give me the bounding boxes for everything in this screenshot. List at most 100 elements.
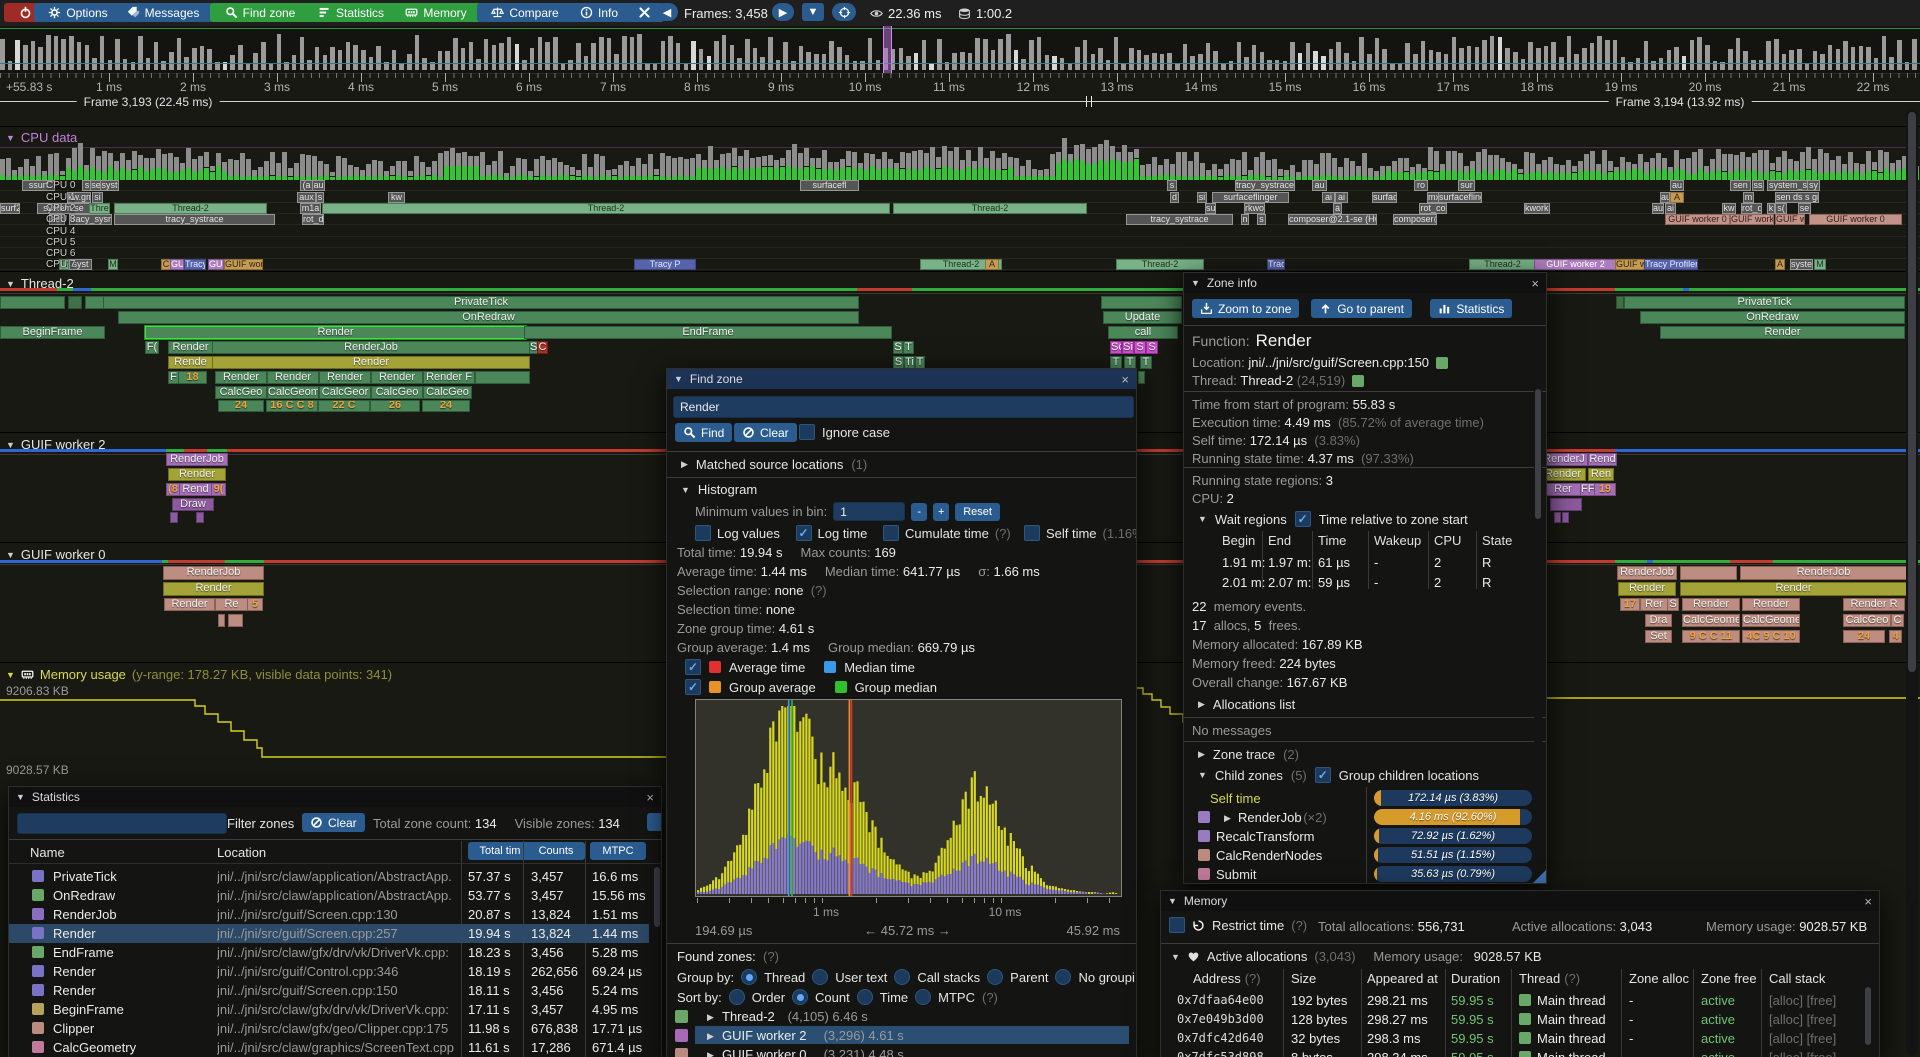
time-relative-checkbox[interactable]: ✓: [1294, 511, 1311, 527]
timeline-zone[interactable]: [68, 296, 82, 309]
child-zone-row[interactable]: Self time 172.14 µs (3.83%): [1184, 789, 1546, 808]
cumulate-time-checkbox[interactable]: [883, 525, 900, 541]
cpu-zone[interactable]: ai: [1665, 203, 1676, 214]
group-by-no-groupi[interactable]: [1055, 969, 1072, 985]
timeline-zone[interactable]: Render: [163, 582, 264, 596]
cpu-data-header[interactable]: ▼ CPU data: [6, 130, 77, 145]
options-button[interactable]: Options: [34, 3, 122, 22]
messages-button[interactable]: Messages: [112, 3, 214, 22]
thread-header-guif-worker-0[interactable]: ▼ GUIF worker 0: [6, 547, 105, 562]
cpu-zone[interactable]: ro: [1414, 180, 1428, 191]
zone-info-scrollbar[interactable]: [1534, 327, 1542, 875]
expander-icon[interactable]: ▶: [1224, 813, 1231, 823]
find-zone-titlebar[interactable]: ▼ Find zone ×: [667, 369, 1136, 389]
collapse-icon[interactable]: ▼: [6, 549, 15, 560]
timeline-zone[interactable]: [1554, 512, 1561, 523]
timeline-zone[interactable]: [1101, 296, 1182, 309]
zone-info-titlebar[interactable]: ▼ Zone info ×: [1184, 273, 1546, 293]
timeline-zone[interactable]: CalcGeome: [267, 386, 319, 399]
cpu-zone[interactable]: surfacefl: [800, 180, 859, 191]
cpu-zone[interactable]: ai: [1335, 192, 1348, 203]
timeline-zone[interactable]: CalcGeor: [319, 386, 371, 399]
timeline-zone[interactable]: Render: [267, 371, 319, 384]
timeline-zone[interactable]: T: [1140, 356, 1152, 369]
timeline-zone[interactable]: PrivateTick: [103, 296, 859, 309]
zone-group-row[interactable]: ▶ Thread-2 (4,105) 6.46 s: [667, 1007, 1136, 1026]
timeline-zone[interactable]: 22 C: [318, 400, 370, 412]
reset-button[interactable]: Reset: [955, 502, 1000, 521]
timeline-zone[interactable]: OnRedraw: [1640, 311, 1905, 324]
child-zone-row[interactable]: ▶ RenderJob (×2) 4.16 ms (92.60%): [1184, 808, 1546, 827]
column-label[interactable]: Thread: [1519, 971, 1561, 986]
cpu-zone[interactable]: se: [1798, 203, 1811, 214]
timeline-zone[interactable]: EndFrame: [524, 326, 892, 339]
cpu-zone[interactable]: syst: [69, 259, 92, 270]
cpu-zone[interactable]: syst: [100, 180, 119, 191]
table-row[interactable]: Render jni/../jni/src/guif/Screen.cpp:150…: [9, 981, 649, 1000]
timeline-zone[interactable]: Set: [1645, 630, 1672, 643]
cpu-zone[interactable]: GUIF wor: [224, 259, 263, 270]
timeline-zone[interactable]: CalcGeo: [423, 386, 472, 399]
cpu-zone[interactable]: kworke: [1524, 203, 1550, 214]
cpu-zone[interactable]: rot_d: [302, 214, 324, 225]
cpu-zone[interactable]: au: [1652, 203, 1664, 214]
cpu-zone[interactable]: surfaceflinger: [1212, 192, 1289, 203]
timeline-zone[interactable]: [1550, 498, 1582, 511]
timeline-zone[interactable]: Render: [168, 468, 226, 481]
cpu-zone[interactable]: su: [1205, 203, 1216, 214]
find-button[interactable]: Find: [675, 423, 733, 442]
prev-frame-button[interactable]: ◀: [656, 3, 678, 21]
timeline-zone[interactable]: 24: [1843, 630, 1885, 643]
timeline-zone[interactable]: OnRedraw: [118, 311, 859, 324]
timeline-zone[interactable]: Render: [1618, 582, 1676, 596]
cpu-zone[interactable]: tracy_systrace: [114, 214, 275, 225]
cpu-zone[interactable]: composer@: [1393, 214, 1437, 225]
cpu-zone[interactable]: kw: [388, 192, 405, 203]
stats-scrollbar[interactable]: [652, 865, 661, 1055]
timeline-zone[interactable]: CalcGeomet: [1742, 614, 1800, 627]
cpu-zone[interactable]: Thread-2: [1116, 259, 1204, 270]
cpu-zone[interactable]: syste: [1790, 259, 1813, 270]
cpu-zone[interactable]: au: [1670, 180, 1684, 191]
timeline-zone[interactable]: 9(: [211, 483, 226, 496]
timeline-zone[interactable]: Update: [1103, 311, 1182, 324]
group-children-checkbox[interactable]: ✓: [1314, 767, 1331, 783]
expander-icon[interactable]: ▶: [1198, 699, 1205, 709]
frame-overview-strip[interactable]: [0, 26, 1920, 74]
increment-button[interactable]: +: [933, 502, 950, 521]
cpu-zone[interactable]: kw.gm: [67, 192, 91, 203]
group-by-thread[interactable]: [741, 969, 758, 985]
clear-button[interactable]: Clear: [302, 813, 365, 832]
extra-button[interactable]: [647, 813, 661, 831]
cpu-zone[interactable]: rot_co: [1419, 203, 1447, 214]
child-zone-row[interactable]: CalcRenderNodes 51.51 µs (1.15%): [1184, 846, 1546, 865]
collapse-icon[interactable]: ▼: [1171, 951, 1180, 962]
timeline-zone[interactable]: BeginFrame: [0, 326, 105, 339]
timeline-zone[interactable]: Render: [1680, 582, 1907, 596]
timeline-zone[interactable]: PrivateTick: [1624, 296, 1905, 309]
cpu-zone[interactable]: si: [92, 192, 103, 203]
thread-header-thread-2[interactable]: ▼ Thread-2: [6, 276, 74, 291]
timeline-zone[interactable]: 17: [1620, 598, 1640, 611]
cpu-zone[interactable]: composer@2.1-se (Hw: [1288, 214, 1377, 225]
cpu-zone[interactable]: au: [1312, 180, 1327, 191]
expander-icon[interactable]: ▶: [707, 1012, 714, 1022]
collapse-icon[interactable]: ▼: [681, 484, 690, 495]
cpu-zone[interactable]: rkwo: [1244, 203, 1265, 214]
timeline-zone[interactable]: Si: [1122, 341, 1134, 354]
cpu-zone[interactable]: surfacefling: [1438, 192, 1482, 203]
timeline-zone[interactable]: Rend: [179, 483, 212, 496]
timeline-zone[interactable]: Rer: [1545, 483, 1581, 496]
cpu-zone[interactable]: s: [1167, 180, 1177, 191]
cpu-zone[interactable]: kw: [1722, 203, 1736, 214]
expander-icon[interactable]: ▶: [1198, 749, 1205, 759]
cpu-zone[interactable]: surf2g: [0, 203, 20, 214]
cpu-zone[interactable]: sen ds s gms: [1775, 192, 1819, 203]
child-zone-row[interactable]: Submit 35.63 µs (0.79%): [1184, 865, 1546, 883]
cpu-zone[interactable]: GUIF work: [1730, 214, 1774, 225]
cpu-zone[interactable]: Thread-2: [322, 203, 890, 214]
cpu-zone[interactable]: ai: [1322, 192, 1335, 203]
column-label[interactable]: Zone alloc: [1629, 971, 1689, 986]
timeline-zone[interactable]: S: [1134, 341, 1146, 354]
column-label[interactable]: Duration: [1451, 971, 1501, 986]
